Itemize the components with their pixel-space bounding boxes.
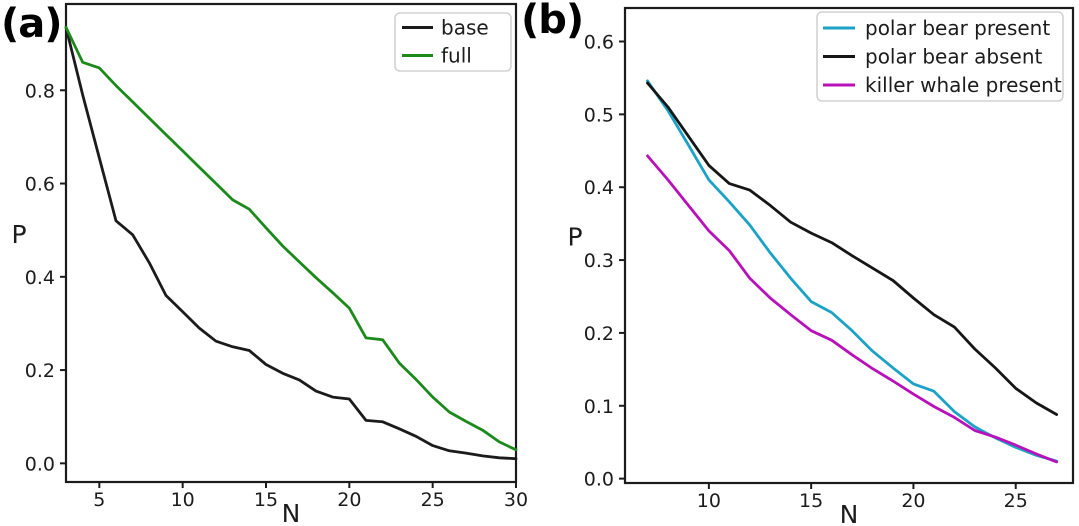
x-tick-label: 20 <box>337 489 361 511</box>
legend-box <box>816 11 1064 102</box>
y-tick-label: 0.6 <box>25 174 55 196</box>
y-tick-label: 0.3 <box>584 250 614 272</box>
y-tick-label: 0.1 <box>584 396 614 418</box>
x-axis-label: N <box>282 499 301 526</box>
y-tick-label: 0.0 <box>25 453 55 475</box>
y-tick-label: 0.8 <box>25 80 55 102</box>
x-axis-label: N <box>840 500 859 526</box>
y-axis-label: P <box>567 223 582 252</box>
legend-label-base: base <box>441 16 489 40</box>
x-tick-label: 25 <box>421 489 445 511</box>
legend-label-polar-bear-present: polar bear present <box>865 16 1050 40</box>
y-tick-label: 0.4 <box>25 267 55 289</box>
plot-frame <box>623 6 1075 485</box>
x-tick-label: 25 <box>1004 490 1028 512</box>
data-line-polar-bear-present <box>646 79 1058 463</box>
plot-frame <box>64 2 518 484</box>
y-tick-label: 0.5 <box>584 104 614 126</box>
data-line-full <box>64 25 518 452</box>
x-tick-label: 30 <box>504 489 528 511</box>
y-tick-label: 0.4 <box>584 177 614 199</box>
panel-label-a: (a) <box>1 1 63 47</box>
legend-label-killer-whale-present: killer whale present <box>865 73 1062 97</box>
x-tick-label: 20 <box>901 490 925 512</box>
x-tick-label: 15 <box>254 489 278 511</box>
data-line-base <box>64 25 518 461</box>
x-tick-label: 15 <box>799 490 823 512</box>
data-line-killer-whale-present <box>646 154 1058 464</box>
y-tick-label: 0.2 <box>584 323 614 345</box>
y-tick-label: 0.0 <box>584 469 614 491</box>
panel-label-b: (b) <box>521 0 584 43</box>
legend-label-polar-bear-absent: polar bear absent <box>865 45 1043 69</box>
x-tick-label: 10 <box>171 489 195 511</box>
data-line-polar-bear-absent <box>646 81 1058 416</box>
legend-label-full: full <box>441 44 472 68</box>
x-tick-label: 10 <box>697 490 721 512</box>
x-tick-label: 5 <box>93 489 105 511</box>
y-tick-label: 0.2 <box>25 360 55 382</box>
y-tick-label: 0.6 <box>584 32 614 54</box>
y-axis-label: P <box>11 220 26 249</box>
